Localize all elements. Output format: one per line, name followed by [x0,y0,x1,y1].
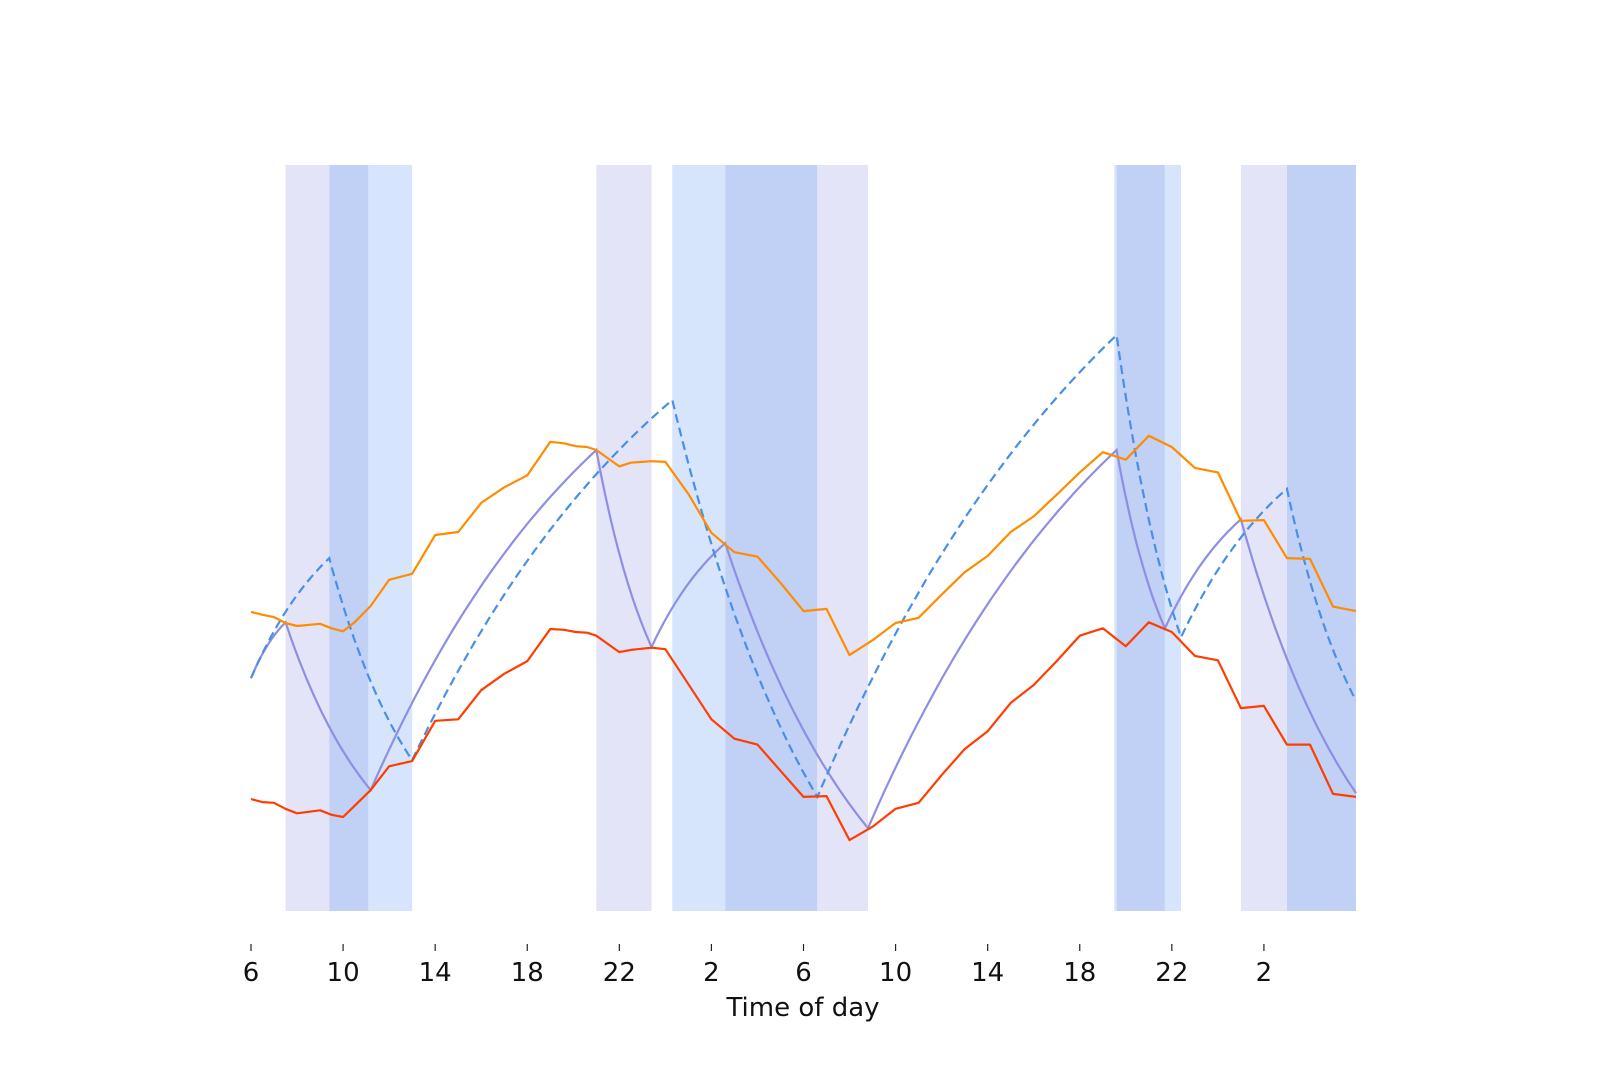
x-tick-label: 2 [703,958,720,988]
line-lower [250,621,1357,842]
band-blue [1286,165,1356,911]
x-tick-label: 6 [795,958,812,988]
band-lavender [285,165,330,911]
band-lightblue [1114,165,1117,911]
x-tick-label: 14 [971,958,1004,988]
x-tick-label: 6 [243,958,260,988]
x-axis: 6 10 14 18 22 2 6 10 14 18 22 2 [243,944,1272,988]
x-tick-label: 14 [419,958,452,988]
band-lavender [1240,165,1287,911]
x-tick-label: 18 [1063,958,1096,988]
band-lavender [817,165,868,911]
shaded-bands [285,165,1356,911]
x-tick-label: 22 [1155,958,1188,988]
x-tick-label: 22 [603,958,636,988]
x-tick-label: 2 [1256,958,1273,988]
band-blue [725,165,818,911]
band-lavender [596,165,652,911]
x-axis-label: Time of day [725,993,879,1023]
band-lightblue [1164,165,1182,911]
line-upper [250,434,1357,657]
x-tick-label: 18 [511,958,544,988]
band-lightblue [368,165,413,911]
series-lines [249,332,1357,842]
band-blue [1116,165,1165,911]
x-tick-label: 10 [327,958,360,988]
x-tick-label: 10 [879,958,912,988]
band-blue [329,165,369,911]
